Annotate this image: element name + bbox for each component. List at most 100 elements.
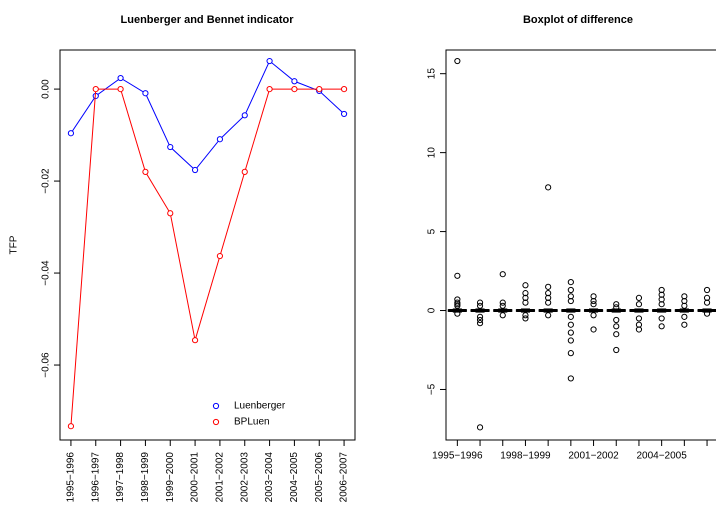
y-tick-label: 15 xyxy=(427,68,438,80)
x-tick-label: 2002−2003 xyxy=(239,452,250,503)
data-point xyxy=(340,110,348,118)
outlier xyxy=(635,301,643,308)
outlier xyxy=(499,299,506,306)
outlier xyxy=(635,326,643,333)
legend-marker xyxy=(212,418,220,426)
outlier xyxy=(522,315,529,322)
x-tick-label: 2001−2002 xyxy=(215,452,226,503)
outlier xyxy=(703,286,711,294)
outlier xyxy=(635,315,643,322)
y-tick-label: −0.04 xyxy=(41,260,52,286)
series-line xyxy=(70,60,345,171)
outlier xyxy=(681,321,688,328)
x-tick-label: 1995−1996 xyxy=(432,451,483,462)
data-point xyxy=(241,168,248,175)
legend-label: BPLuen xyxy=(234,417,270,428)
x-tick-label: 1995−1996 xyxy=(66,452,77,503)
series-line xyxy=(70,88,345,427)
x-tick-label: 2004−2005 xyxy=(289,452,300,503)
outlier xyxy=(613,331,620,338)
outlier xyxy=(590,297,597,305)
plot-frame xyxy=(445,49,716,441)
data-point xyxy=(216,252,224,260)
outlier xyxy=(522,312,529,319)
y-tick-label: −0.06 xyxy=(41,352,52,378)
data-point xyxy=(266,57,273,65)
outlier xyxy=(476,299,484,306)
data-point xyxy=(117,74,124,82)
outlier xyxy=(545,283,552,290)
data-point xyxy=(340,85,348,93)
chart-title: Luenberger and Bennet indicator xyxy=(121,14,295,26)
outlier xyxy=(567,375,574,382)
outlier xyxy=(635,294,643,301)
x-tick-label: 1997−1998 xyxy=(115,452,126,503)
x-tick-label: 1998−1999 xyxy=(500,451,551,462)
outlier xyxy=(454,57,461,65)
data-point xyxy=(142,90,149,97)
outlier xyxy=(590,312,597,319)
outlier xyxy=(613,323,620,330)
outlier xyxy=(613,304,620,311)
x-tick-label: 2001−2002 xyxy=(568,451,619,462)
outlier xyxy=(499,302,506,309)
y-tick-label: 0 xyxy=(427,307,438,313)
data-point xyxy=(266,85,273,93)
y-tick-label: 10 xyxy=(427,147,438,159)
y-tick-label: −0.02 xyxy=(41,168,52,194)
plot-frame xyxy=(59,49,356,441)
outlier xyxy=(681,302,688,309)
outlier xyxy=(454,272,461,279)
outlier xyxy=(613,301,620,308)
y-axis-label: TFP xyxy=(9,235,20,254)
x-tick-label: 1998−1999 xyxy=(140,452,151,503)
data-point xyxy=(316,85,323,93)
outlier xyxy=(454,302,461,309)
x-tick-label: 1996−1997 xyxy=(90,452,101,503)
data-point xyxy=(291,78,298,85)
data-point xyxy=(241,112,248,119)
y-tick-label: 5 xyxy=(427,228,438,234)
outlier xyxy=(499,271,506,278)
outlier xyxy=(567,350,574,357)
outlier xyxy=(658,323,665,330)
outlier xyxy=(590,301,597,308)
y-tick-label: 0.00 xyxy=(41,79,52,99)
outlier xyxy=(567,321,574,328)
outlier xyxy=(613,346,620,354)
outlier xyxy=(476,320,484,327)
outlier xyxy=(703,299,711,306)
data-point xyxy=(67,130,75,137)
data-point xyxy=(67,423,75,430)
data-point xyxy=(191,166,199,174)
chart-title: Boxplot of difference xyxy=(523,14,633,26)
outlier xyxy=(476,316,484,324)
data-point xyxy=(167,143,174,151)
data-point xyxy=(92,85,99,93)
outlier xyxy=(545,312,552,319)
outlier xyxy=(567,313,574,320)
outlier xyxy=(476,313,484,320)
outlier xyxy=(681,313,688,320)
legend-label: Luenberger xyxy=(234,401,286,412)
x-tick-label: 2005−2006 xyxy=(314,452,325,503)
data-point xyxy=(117,85,124,93)
outlier xyxy=(545,184,552,191)
data-point xyxy=(142,168,149,175)
outlier xyxy=(476,424,484,431)
legend-marker xyxy=(212,402,220,410)
x-tick-label: 1999−2000 xyxy=(165,452,176,503)
x-tick-label: 2000−2001 xyxy=(190,452,201,503)
x-tick-label: 2006−2007 xyxy=(339,452,350,503)
outlier xyxy=(454,310,461,317)
outlier xyxy=(567,297,574,305)
outlier xyxy=(522,299,529,306)
data-point xyxy=(291,85,298,93)
outlier xyxy=(567,329,574,336)
data-point xyxy=(216,136,224,143)
outlier xyxy=(590,326,597,333)
data-point xyxy=(167,210,174,217)
y-tick-label: −5 xyxy=(427,383,438,395)
outlier xyxy=(703,310,711,317)
